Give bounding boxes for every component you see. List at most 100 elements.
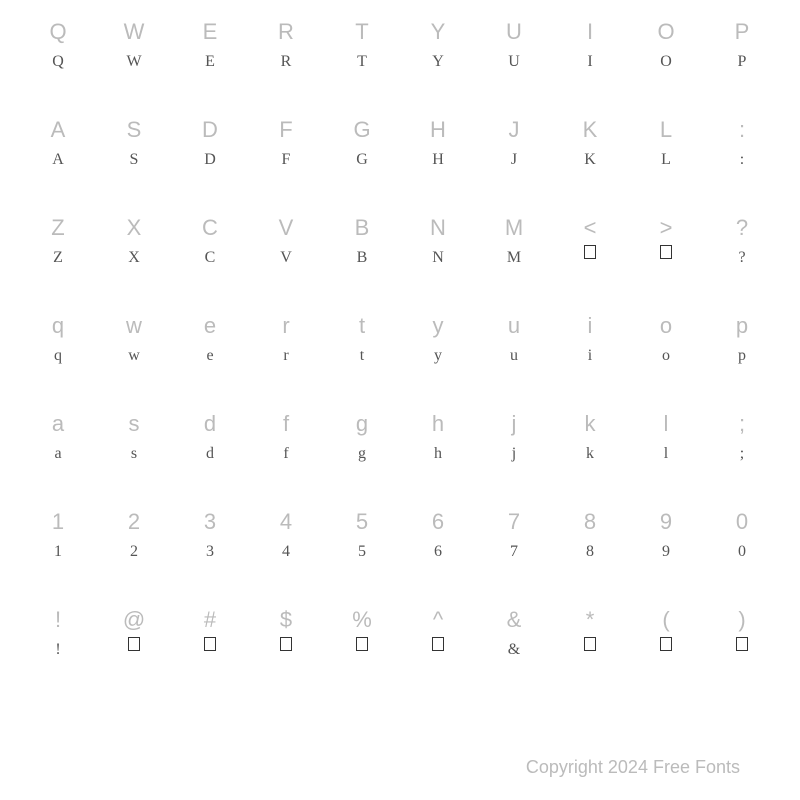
font-glyph: a xyxy=(54,441,61,467)
reference-character: F xyxy=(279,113,292,147)
glyph-cell: ) xyxy=(704,603,780,701)
reference-character: ) xyxy=(738,603,745,637)
glyph-cell: # xyxy=(172,603,248,701)
font-glyph: 1 xyxy=(54,539,62,565)
font-glyph: ? xyxy=(738,245,745,271)
reference-character: * xyxy=(586,603,595,637)
glyph-cell: pp xyxy=(704,309,780,407)
font-glyph: 5 xyxy=(358,539,366,565)
reference-character: X xyxy=(127,211,142,245)
font-glyph: & xyxy=(508,637,520,663)
glyph-cell: ff xyxy=(248,407,324,505)
font-glyph: y xyxy=(434,343,442,369)
font-glyph: d xyxy=(206,441,214,467)
reference-character: 3 xyxy=(204,505,216,539)
glyph-cell: 66 xyxy=(400,505,476,603)
reference-character: A xyxy=(51,113,66,147)
font-glyph: j xyxy=(512,441,516,467)
reference-character: R xyxy=(278,15,294,49)
missing-glyph-box xyxy=(584,245,596,259)
reference-character: & xyxy=(507,603,522,637)
reference-character: < xyxy=(584,211,597,245)
missing-glyph-box xyxy=(736,637,748,651)
reference-character: C xyxy=(202,211,218,245)
reference-character: U xyxy=(506,15,522,49)
glyph-cell: NN xyxy=(400,211,476,309)
reference-character: ? xyxy=(736,211,748,245)
glyph-cell: ll xyxy=(628,407,704,505)
reference-character: S xyxy=(127,113,142,147)
reference-character: D xyxy=(202,113,218,147)
font-glyph: t xyxy=(360,343,364,369)
font-glyph: q xyxy=(54,343,62,369)
font-glyph: G xyxy=(356,147,368,173)
reference-character: 9 xyxy=(660,505,672,539)
font-glyph: p xyxy=(738,343,746,369)
glyph-cell: LL xyxy=(628,113,704,211)
reference-character: k xyxy=(585,407,596,441)
glyph-cell: 11 xyxy=(20,505,96,603)
reference-character: h xyxy=(432,407,444,441)
glyph-cell: CC xyxy=(172,211,248,309)
missing-glyph-box xyxy=(280,637,292,651)
glyph-cell: !! xyxy=(20,603,96,701)
reference-character: w xyxy=(126,309,142,343)
font-glyph: 0 xyxy=(738,539,746,565)
glyph-cell: < xyxy=(552,211,628,309)
font-glyph: s xyxy=(131,441,137,467)
glyph-cell: RR xyxy=(248,15,324,113)
missing-glyph-box xyxy=(432,637,444,651)
glyph-cell: ww xyxy=(96,309,172,407)
reference-character: W xyxy=(124,15,145,49)
reference-character: y xyxy=(433,309,444,343)
glyph-cell: :: xyxy=(704,113,780,211)
font-glyph: ; xyxy=(740,441,744,467)
glyph-cell: rr xyxy=(248,309,324,407)
reference-character: K xyxy=(583,113,598,147)
font-glyph: K xyxy=(584,147,596,173)
font-glyph: k xyxy=(586,441,594,467)
font-glyph: 3 xyxy=(206,539,214,565)
font-character-map: QQWWEERRTTYYUUIIOOPPAASSDDFFGGHHJJKKLL::… xyxy=(0,0,800,701)
reference-character: # xyxy=(204,603,216,637)
reference-character: I xyxy=(587,15,593,49)
font-glyph: 4 xyxy=(282,539,290,565)
font-glyph: 9 xyxy=(662,539,670,565)
font-glyph: 8 xyxy=(586,539,594,565)
missing-glyph-box xyxy=(128,637,140,651)
reference-character: ^ xyxy=(433,603,443,637)
reference-character: J xyxy=(509,113,520,147)
font-glyph: O xyxy=(660,49,672,75)
font-glyph: Y xyxy=(432,49,444,75)
reference-character: j xyxy=(512,407,517,441)
reference-character: u xyxy=(508,309,520,343)
glyph-cell: 33 xyxy=(172,505,248,603)
font-glyph: Z xyxy=(53,245,63,271)
glyph-cell: WW xyxy=(96,15,172,113)
copyright-text: Copyright 2024 Free Fonts xyxy=(526,757,740,778)
glyph-cell: ?? xyxy=(704,211,780,309)
glyph-cell: XX xyxy=(96,211,172,309)
glyph-cell: @ xyxy=(96,603,172,701)
reference-character: 8 xyxy=(584,505,596,539)
font-glyph: N xyxy=(432,245,444,271)
missing-glyph-box xyxy=(660,637,672,651)
font-glyph: P xyxy=(738,49,747,75)
missing-glyph-box xyxy=(584,637,596,651)
glyph-cell: EE xyxy=(172,15,248,113)
glyph-cell: > xyxy=(628,211,704,309)
glyph-cell: 77 xyxy=(476,505,552,603)
reference-character: ( xyxy=(662,603,669,637)
glyph-cell: MM xyxy=(476,211,552,309)
reference-character: 4 xyxy=(280,505,292,539)
reference-character: L xyxy=(660,113,672,147)
glyph-cell: ^ xyxy=(400,603,476,701)
font-glyph: B xyxy=(357,245,368,271)
font-glyph: : xyxy=(740,147,744,173)
font-glyph: I xyxy=(587,49,592,75)
font-glyph: 2 xyxy=(130,539,138,565)
missing-glyph-box xyxy=(356,637,368,651)
glyph-cell: GG xyxy=(324,113,400,211)
glyph-cell: DD xyxy=(172,113,248,211)
glyph-cell: FF xyxy=(248,113,324,211)
